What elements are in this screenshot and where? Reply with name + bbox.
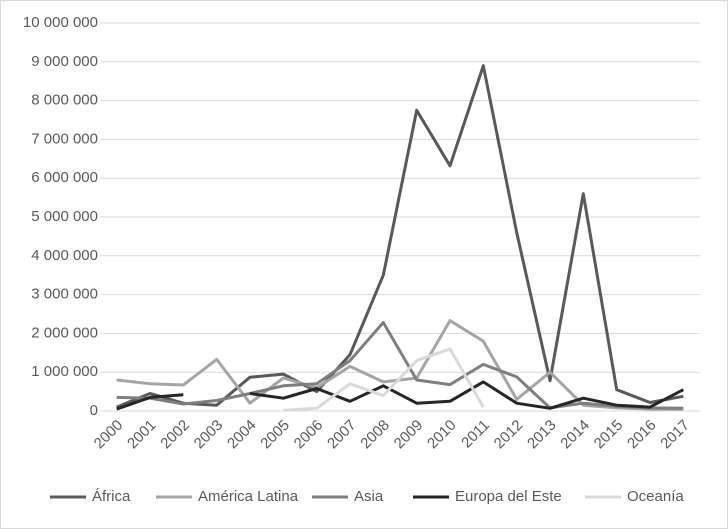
- y-tick-label: 10 000 000: [23, 14, 98, 31]
- legend-label: América Latina: [198, 488, 299, 505]
- y-tick-label: 0: [90, 402, 98, 419]
- y-tick-label: 2 000 000: [31, 324, 98, 341]
- y-tick-label: 9 000 000: [31, 53, 98, 70]
- y-tick-label: 5 000 000: [31, 208, 98, 225]
- y-tick-label: 1 000 000: [31, 363, 98, 380]
- y-tick-label: 6 000 000: [31, 169, 98, 186]
- y-tick-label: 8 000 000: [31, 92, 98, 109]
- y-tick-label: 7 000 000: [31, 130, 98, 147]
- series-line: [116, 321, 684, 410]
- y-tick-label: 4 000 000: [31, 247, 98, 264]
- legend-label: Oceanía: [627, 488, 684, 505]
- legend-label: Asia: [354, 488, 384, 505]
- series-line: [116, 64, 684, 409]
- legend-label: Europa del Este: [455, 488, 562, 505]
- series-line: [283, 347, 485, 412]
- series-line: [116, 380, 684, 411]
- legend-label: África: [92, 488, 131, 505]
- y-tick-label: 3 000 000: [31, 286, 98, 303]
